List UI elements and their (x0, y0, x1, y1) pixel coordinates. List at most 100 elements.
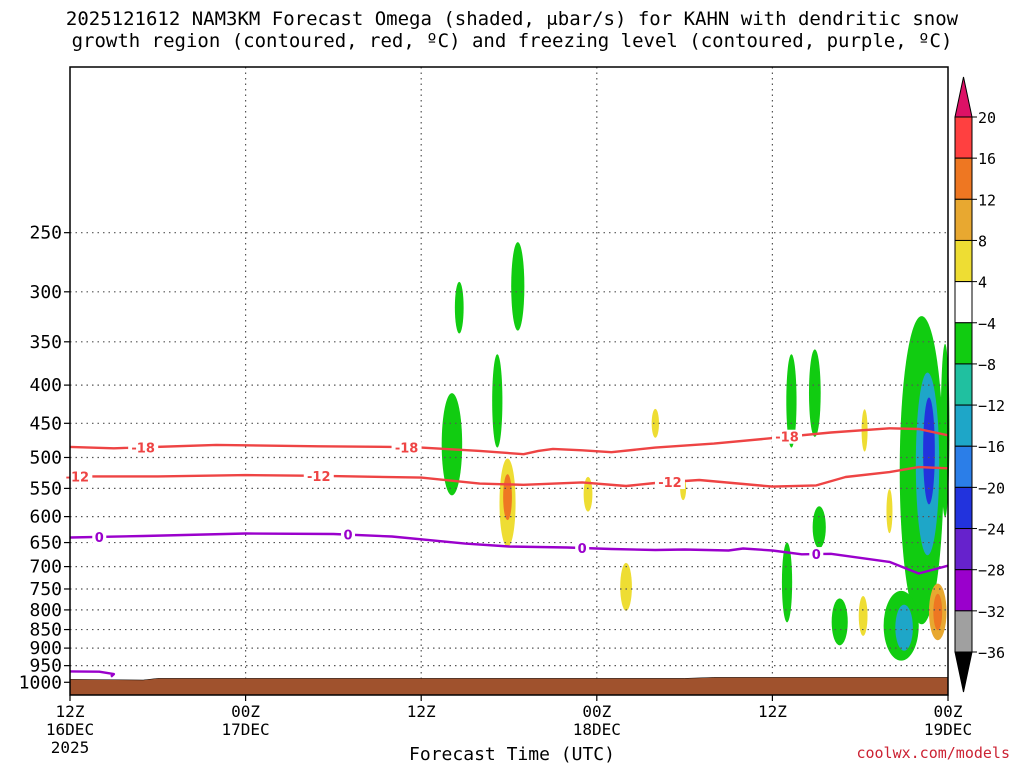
colorbar-top-arrow (954, 76, 973, 118)
colorbar-box-12 (954, 610, 973, 653)
x-tick-label-0: 12Z (56, 702, 85, 721)
omega-cell-13 (812, 506, 826, 549)
x-axis-title: Forecast Time (UTC) (409, 744, 615, 765)
omega-cell-2 (503, 474, 512, 521)
colorbar-label-4: 4 (978, 274, 987, 292)
omega-cell-8 (651, 408, 659, 438)
omega-cell-6 (583, 476, 593, 512)
colorbar-box-6 (954, 363, 973, 406)
contour-label-bg-0-1 (341, 527, 356, 542)
contour-line--18 (69, 427, 949, 456)
chart-title-line-1: 2025121612 NAM3KM Forecast Omega (shaded… (65, 8, 959, 30)
omega-cell-4 (511, 242, 525, 331)
omega-cell-11 (808, 349, 821, 437)
colorbar-box-3 (954, 239, 973, 283)
colorbar-label-5: −4 (978, 315, 996, 333)
colorbar-box-1 (954, 157, 973, 200)
colorbar-label-8: −16 (978, 438, 1005, 456)
x-tick-label-4: 12Z (758, 702, 787, 721)
y-tick-label-250: 250 (29, 223, 62, 244)
colorbar-label-0: 20 (978, 109, 996, 127)
omega-cell-10 (786, 354, 797, 448)
y-tick-label-650: 650 (29, 533, 62, 554)
y-tick-label-350: 350 (29, 332, 62, 353)
colorbar-label-2: 12 (978, 191, 996, 209)
y-tick-label-450: 450 (29, 413, 62, 434)
colorbar-label-10: −24 (978, 521, 1005, 539)
chart-title-line-2: growth region (contoured, red, ºC) and f… (71, 30, 953, 52)
y-tick-label-950: 950 (29, 656, 62, 677)
omega-cell-17 (886, 489, 893, 534)
y-tick-label-300: 300 (29, 282, 62, 303)
x-tick-date-3: 18DEC (573, 720, 621, 739)
colorbar-label-12: −32 (978, 603, 1005, 621)
contour-label-0-3: 0 (812, 548, 821, 563)
contour-label-0-0: 0 (95, 531, 104, 546)
contour-label--18-2: -18 (775, 431, 799, 446)
contour-label-0-1: 0 (344, 529, 353, 544)
x-tick-label-5: 00Z (934, 702, 963, 721)
omega-cell-3 (492, 354, 503, 448)
colorbar-label-3: 8 (978, 232, 987, 250)
omega-cell-15 (858, 596, 868, 636)
colorbar-box-11 (954, 569, 973, 612)
contour-label-bg--18-0 (128, 440, 159, 455)
plot-frame (69, 66, 949, 696)
omega-cell-20 (923, 397, 935, 505)
contour-label--18-0: -18 (131, 441, 155, 456)
colorbar-label-11: −28 (978, 562, 1005, 580)
colorbar-box-0 (954, 116, 973, 159)
y-tick-label-1000: 1000 (19, 672, 62, 693)
contour-label-bg--12-1 (303, 468, 334, 483)
y-tick-label-550: 550 (29, 478, 62, 499)
x-tick-label-2: 12Z (407, 702, 436, 721)
y-tick-label-700: 700 (29, 557, 62, 578)
x-tick-label-3: 00Z (582, 702, 611, 721)
y-tick-label-500: 500 (29, 447, 62, 468)
x-tick-date-1: 17DEC (222, 720, 270, 739)
omega-cell-24 (933, 593, 943, 631)
contour-label-bg-0-0 (92, 529, 107, 544)
colorbar-label-1: 16 (978, 150, 996, 168)
colorbar-box-8 (954, 445, 973, 488)
contour-label-bg--12-2 (654, 475, 685, 490)
contour-label-bg--18-1 (391, 440, 422, 455)
site-credit: coolwx.com/models (856, 744, 1010, 762)
x-tick-date-5: 19DEC (924, 720, 972, 739)
colorbar-box-4 (954, 281, 973, 324)
contour-label--18-1: -18 (395, 441, 419, 456)
y-tick-label-800: 800 (29, 600, 62, 621)
contour-label-0-2: 0 (578, 542, 587, 557)
omega-cell-5 (454, 281, 464, 334)
contour-line-0-low (69, 670, 116, 678)
colorbar-box-9 (954, 486, 973, 530)
y-tick-label-850: 850 (29, 620, 62, 641)
colorbar-box-7 (954, 404, 973, 447)
contour-line-0 (69, 532, 949, 575)
colorbar-box-5 (954, 322, 973, 365)
y-tick-label-600: 600 (29, 507, 62, 528)
x-tick-date-0: 16DEC (46, 720, 94, 739)
omega-cell-0 (441, 393, 463, 496)
contour-line--12 (70, 465, 949, 488)
contour-label--12-1: -12 (307, 470, 331, 485)
contour-label-bg-0-2 (575, 541, 590, 556)
ground-terrain (69, 677, 949, 696)
colorbar-label-6: −8 (978, 356, 996, 374)
colorbar-box-10 (954, 528, 973, 571)
colorbar-label-9: −20 (978, 479, 1005, 497)
y-tick-label-400: 400 (29, 375, 62, 396)
omega-cell-14 (831, 598, 848, 646)
x-tick-year-0: 2025 (51, 738, 90, 757)
contour-label--12-2: -12 (658, 476, 682, 491)
x-tick-label-1: 00Z (231, 702, 260, 721)
colorbar-label-7: −12 (978, 397, 1005, 415)
omega-cell-12 (781, 542, 793, 623)
y-tick-label-900: 900 (29, 638, 62, 659)
y-tick-label-750: 750 (29, 579, 62, 600)
colorbar-box-2 (954, 198, 973, 241)
omega-cell-22 (895, 604, 913, 651)
contour-label-bg--18-2 (772, 429, 803, 444)
colorbar-bottom-arrow (954, 651, 973, 693)
